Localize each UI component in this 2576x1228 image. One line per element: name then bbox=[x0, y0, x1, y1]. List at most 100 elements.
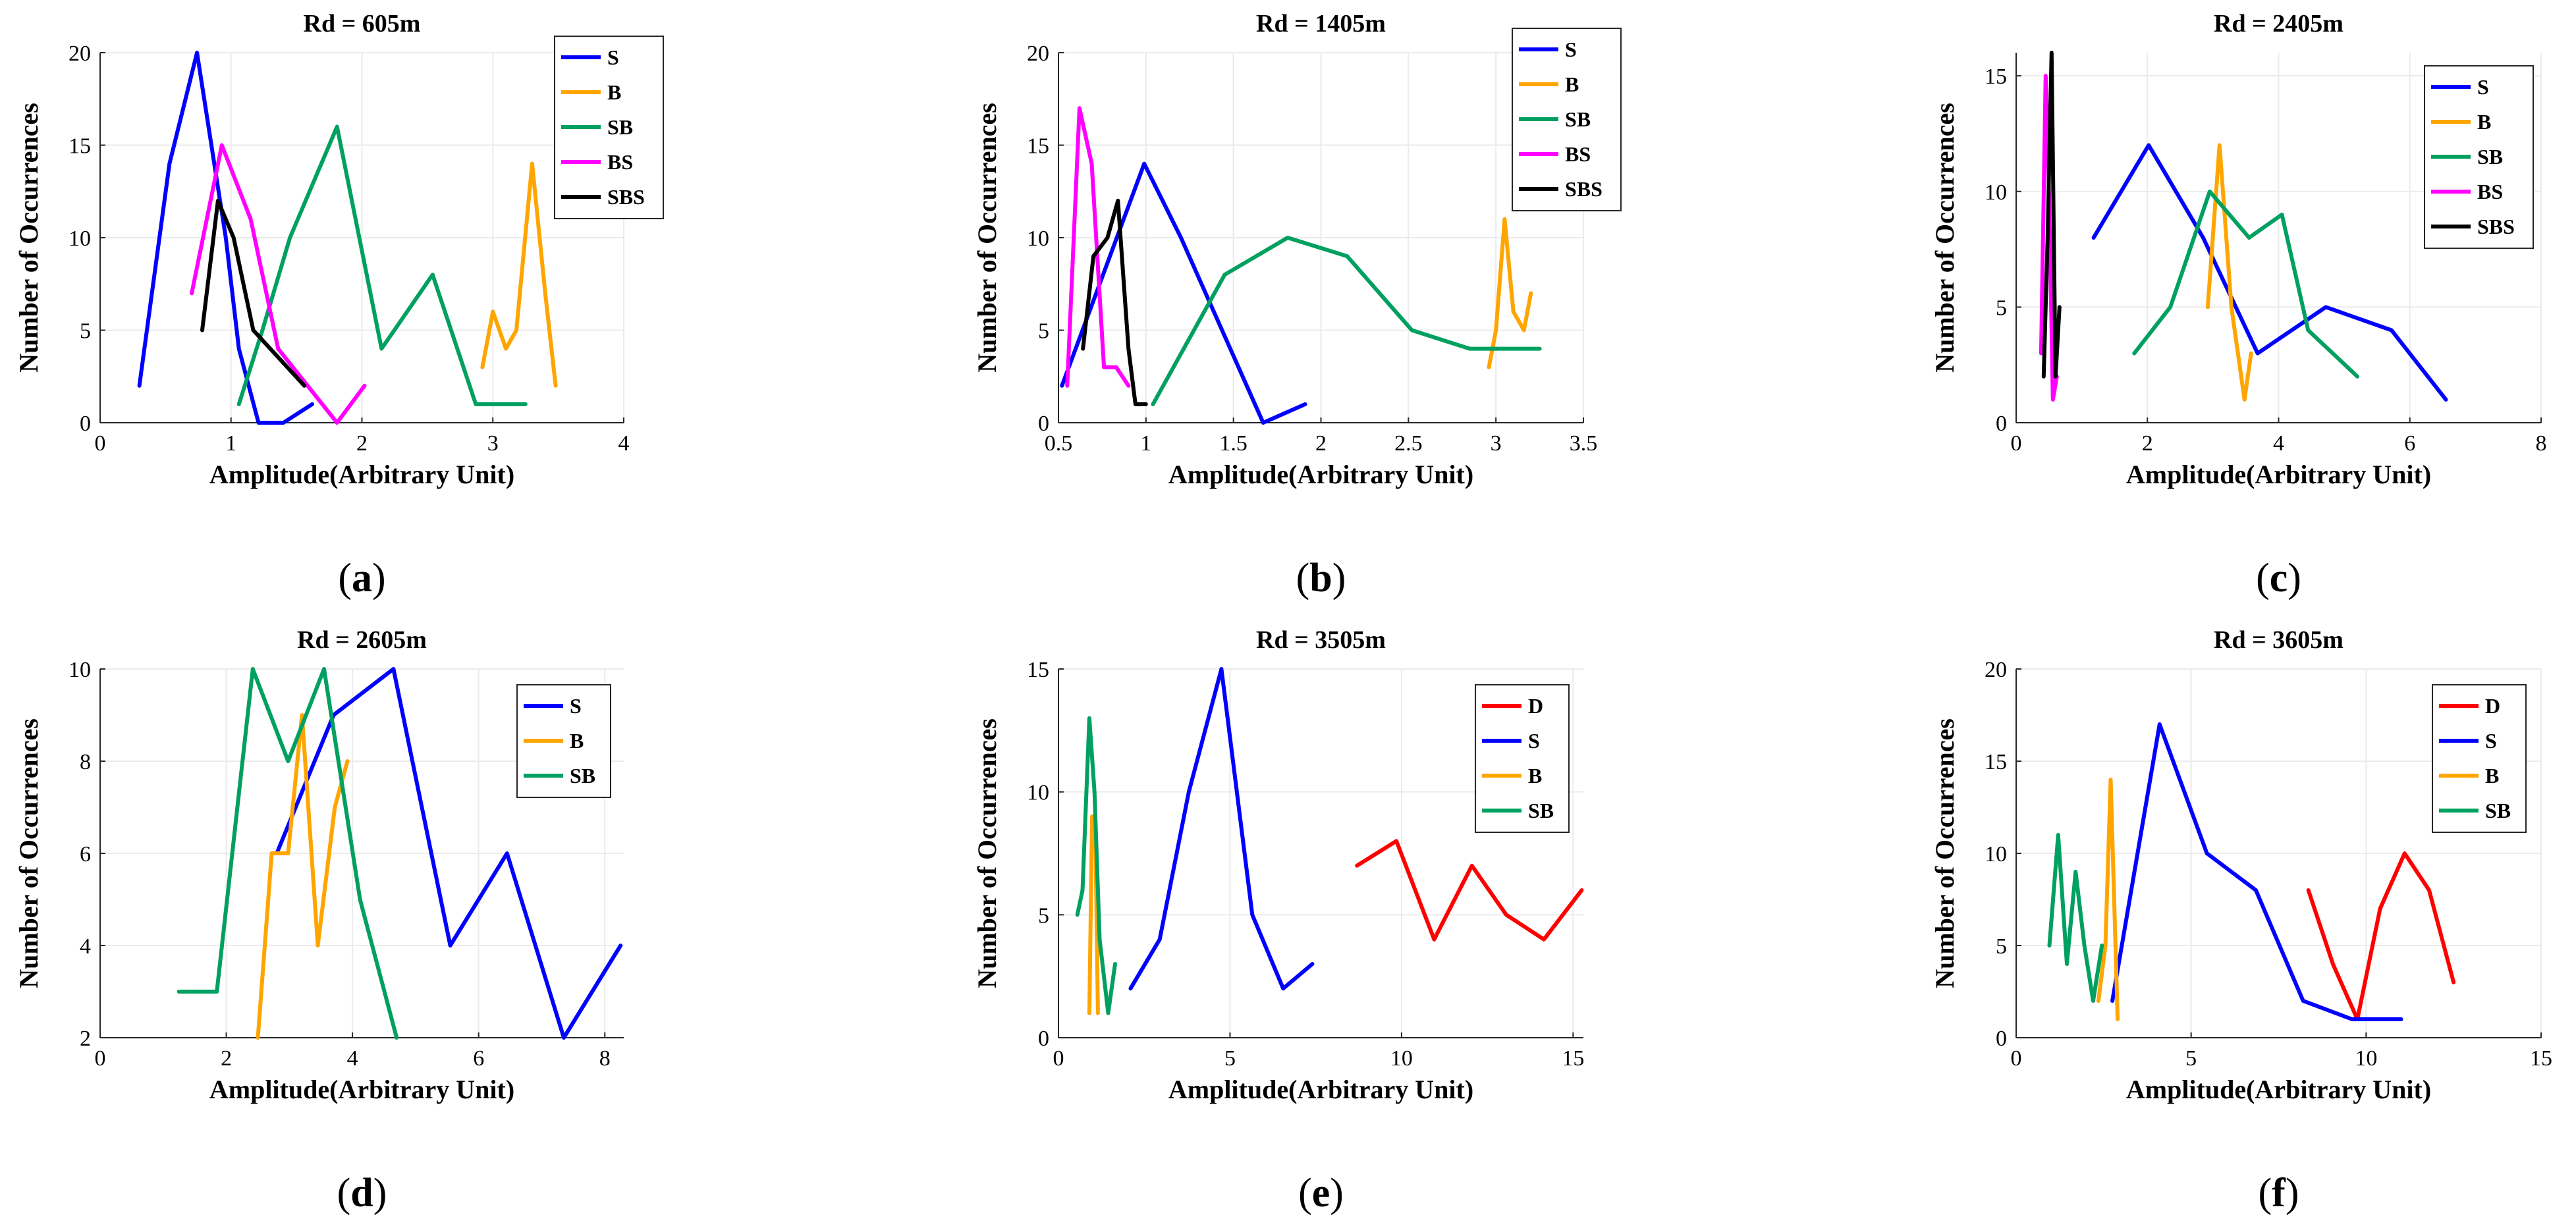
y-tick-label: 5 bbox=[1038, 319, 1049, 344]
chart-title: Rd = 1405m bbox=[1256, 10, 1386, 38]
x-tick-label: 10 bbox=[2355, 1046, 2377, 1071]
series-line-s bbox=[2110, 722, 2403, 1021]
y-tick-label: 15 bbox=[69, 134, 91, 159]
chart-title: Rd = 2605m bbox=[297, 626, 427, 654]
panel-label-paren-open: ( bbox=[2259, 1171, 2272, 1215]
panel-label-paren-close: ) bbox=[2286, 1171, 2299, 1215]
x-tick-label: 4 bbox=[347, 1046, 358, 1071]
panel-label-paren-close: ) bbox=[2288, 556, 2301, 601]
panel-label-paren-close: ) bbox=[1330, 1171, 1344, 1215]
x-tick-label: 4 bbox=[618, 431, 630, 456]
chart-panel-e: 0 5 10 15 0 5 10 15 Rd = 3505m Amplitude(Arbitrar… bbox=[972, 626, 1584, 1215]
x-axis-label: Amplitude(Arbitrary Unit) bbox=[2126, 1075, 2431, 1104]
panel-label-letter: e bbox=[1312, 1171, 1330, 1215]
series-line-sbs bbox=[2041, 51, 2062, 379]
legend-label-b: B bbox=[2477, 110, 2491, 134]
y-tick-label: 0 bbox=[1038, 1027, 1049, 1051]
x-axis-label: Amplitude(Arbitrary Unit) bbox=[209, 1075, 514, 1104]
legend-label-sb: SB bbox=[1528, 799, 1554, 822]
y-tick-label: 5 bbox=[1996, 296, 2007, 320]
chart-panel-f: 0 5 10 15 0 5 10 15 20 Rd = 3605m Amplitude(Arbitr… bbox=[1930, 626, 2552, 1215]
series-line-s bbox=[2091, 143, 2448, 402]
x-tick-label: 1.5 bbox=[1219, 431, 1247, 456]
y-tick-label: 15 bbox=[1027, 658, 1049, 682]
series-line-sb bbox=[2132, 189, 2360, 379]
panel-label: (a) bbox=[338, 556, 385, 601]
y-axis-label: Number of Occurrences bbox=[14, 103, 43, 373]
series-line-d bbox=[2306, 851, 2456, 1021]
y-tick-label: 20 bbox=[69, 41, 91, 66]
x-axis-label: Amplitude(Arbitrary Unit) bbox=[209, 460, 514, 489]
y-tick-label: 20 bbox=[1027, 41, 1049, 66]
y-tick-label: 0 bbox=[1038, 412, 1049, 436]
series-line-sb bbox=[1075, 716, 1117, 1015]
legend-label-s: S bbox=[1528, 729, 1540, 753]
x-tick-label: 4 bbox=[2273, 431, 2284, 456]
y-tick-label: 20 bbox=[1985, 658, 2007, 682]
y-tick-label: 6 bbox=[80, 842, 91, 867]
legend-label-sbs: SBS bbox=[1565, 177, 1603, 201]
legend-label-sb: SB bbox=[1565, 107, 1591, 131]
panel-label: (c) bbox=[2256, 556, 2301, 601]
series-line-sb bbox=[2047, 833, 2104, 1003]
y-tick-label: 0 bbox=[80, 412, 91, 436]
x-tick-label: 1 bbox=[1140, 431, 1151, 456]
y-tick-label: 10 bbox=[1985, 180, 2007, 205]
series-line-sb bbox=[177, 667, 399, 1040]
series-line-s bbox=[137, 51, 314, 425]
series-line-sb bbox=[1151, 236, 1542, 406]
x-tick-label: 2.5 bbox=[1394, 431, 1423, 456]
series-line-s bbox=[1128, 667, 1315, 991]
panel-label-letter: d bbox=[350, 1171, 373, 1215]
x-tick-label: 0 bbox=[95, 431, 106, 456]
y-tick-label: 5 bbox=[80, 319, 91, 344]
x-tick-label: 0 bbox=[2011, 431, 2022, 456]
chart-title: Rd = 2405m bbox=[2214, 10, 2343, 38]
x-tick-label: 10 bbox=[1390, 1046, 1413, 1071]
x-tick-label: 2 bbox=[356, 431, 368, 456]
legend-label-sb: SB bbox=[2485, 799, 2511, 822]
legend: SB SB bbox=[516, 684, 611, 798]
y-tick-label: 15 bbox=[1027, 134, 1049, 159]
y-axis-label: Number of Occurrences bbox=[1930, 718, 1959, 988]
x-tick-label: 5 bbox=[2185, 1046, 2197, 1071]
panel-label-letter: c bbox=[2270, 556, 2288, 601]
x-tick-label: 15 bbox=[2530, 1046, 2552, 1071]
x-tick-label: 8 bbox=[599, 1046, 611, 1071]
x-axis-label: Amplitude(Arbitrary Unit) bbox=[1168, 460, 1473, 489]
panel-label: (e) bbox=[1298, 1171, 1344, 1215]
legend-label-sbs: SBS bbox=[607, 185, 645, 209]
x-tick-label: 0 bbox=[2011, 1046, 2022, 1071]
y-axis-label: Number of Occurrences bbox=[1930, 103, 1959, 373]
x-tick-label: 6 bbox=[2404, 431, 2415, 456]
legend-label-sb: SB bbox=[570, 764, 595, 788]
y-tick-label: 10 bbox=[69, 658, 91, 682]
series-line-b bbox=[2205, 143, 2253, 402]
chart-title: Rd = 3605m bbox=[2214, 626, 2343, 654]
y-tick-label: 4 bbox=[80, 934, 91, 959]
panel-label-paren-open: ( bbox=[2256, 556, 2270, 601]
y-tick-label: 15 bbox=[1985, 750, 2007, 774]
panel-label: (d) bbox=[337, 1171, 387, 1215]
x-tick-label: 0 bbox=[95, 1046, 106, 1071]
x-tick-label: 3 bbox=[1491, 431, 1502, 456]
legend-label-b: B bbox=[2485, 764, 2499, 788]
chart-panel-b: 0.5 1 1.5 2 2.5 3 3.5 0 5 10 15 20 Rd = 1405m Amplitu… bbox=[972, 10, 1622, 601]
legend-label-s: S bbox=[2485, 729, 2497, 753]
legend-label-s: S bbox=[1565, 38, 1577, 61]
chart-panel-c: 0 2 4 6 8 0 5 10 15 Rd = 2405m Amplitude(Arbitrary… bbox=[1930, 10, 2547, 601]
chart-title: Rd = 605m bbox=[304, 10, 421, 38]
x-tick-label: 1 bbox=[225, 431, 236, 456]
legend-label-s: S bbox=[607, 45, 619, 69]
x-tick-label: 6 bbox=[473, 1046, 484, 1071]
series-line-sbs bbox=[200, 198, 307, 388]
y-tick-label: 0 bbox=[1996, 412, 2007, 436]
x-tick-label: 15 bbox=[1562, 1046, 1584, 1071]
legend-label-bs: BS bbox=[607, 150, 633, 174]
y-tick-label: 10 bbox=[1027, 781, 1049, 805]
legend-label-sb: SB bbox=[607, 115, 633, 139]
y-axis-label: Number of Occurrences bbox=[14, 718, 43, 988]
series-line-b bbox=[480, 161, 558, 388]
